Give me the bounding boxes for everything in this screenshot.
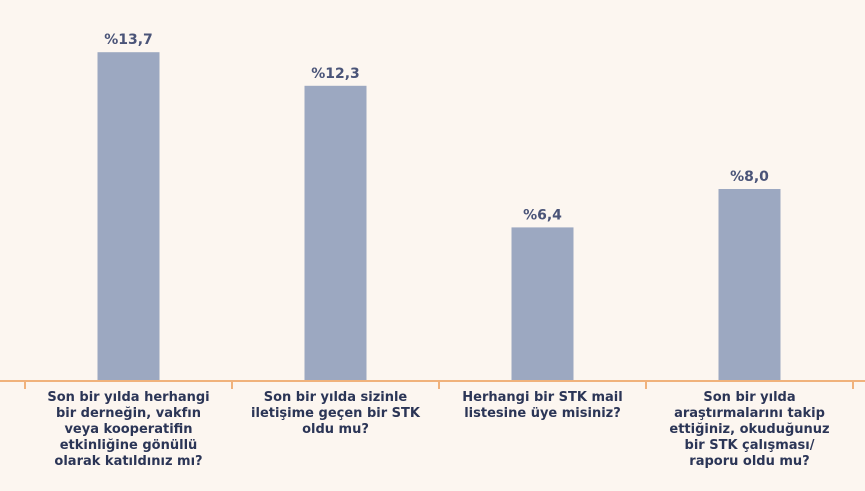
bar — [97, 52, 160, 381]
x-tick-label: Son bir yılda sizinle iletişime geçen bi… — [251, 390, 420, 437]
x-tick-label: Son bir yılda herhangi bir derneğin, vak… — [47, 390, 210, 469]
value-label: %8,0 — [730, 169, 769, 185]
value-label: %12,3 — [311, 66, 360, 82]
value-label: %13,7 — [104, 32, 153, 48]
x-tick-label: Son bir yılda araştırmalarını takip etti… — [669, 390, 830, 469]
x-tick-label: Herhangi bir STK mail listesine üye misi… — [462, 390, 623, 421]
bar — [718, 189, 781, 381]
bar — [511, 227, 574, 381]
value-label: %6,4 — [523, 207, 562, 223]
bar — [304, 85, 367, 382]
